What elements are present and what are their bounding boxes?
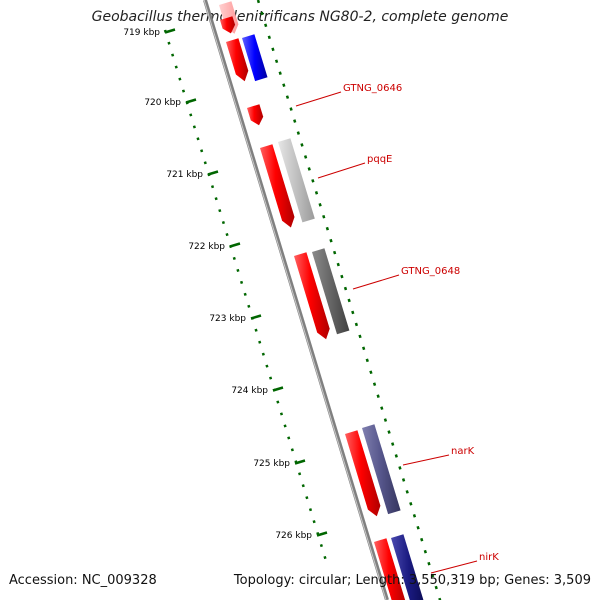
gene-label-nark[interactable]: narK [451,446,475,457]
gene-label-gtng_0648[interactable]: GTNG_0648 [401,266,460,277]
outer-track-dash [369,370,373,375]
ruler-tick-2 [207,170,219,176]
ruler-tick-label: 721 kbp [166,170,203,180]
ruler-tick-label: 719 kbp [123,28,160,38]
ruler-tick-label: 722 kbp [188,242,225,252]
genome-backbone-highlight [203,0,387,600]
outer-track-dash [354,322,359,327]
gene-arrow [247,104,264,126]
outer-track-dash [282,83,286,87]
outer-track-dash [362,346,366,351]
outer-track-dash [412,513,417,518]
ruler-tick-label: 726 kbp [275,531,312,541]
outer-track-dash [434,585,438,590]
ruler-tick-6 [294,459,306,465]
outer-track-dash [318,202,322,207]
outer-track-dash [256,0,261,4]
outer-track-dash [311,179,315,183]
ruler-tick-7 [316,531,328,537]
gene-arrow-GTNG_0648 [294,252,330,340]
ruler-tick-1 [185,98,197,104]
outer-track-dash [303,155,308,159]
outer-track-dash [416,525,420,530]
outer-track-dash [325,226,330,231]
outer-track-dash [267,35,271,40]
outer-track-dash [333,250,337,255]
ruler-tick-label: 724 kbp [231,386,268,396]
ruler-tick-label: 725 kbp [253,459,290,469]
gene-label-pqqe[interactable]: pqqE [367,154,392,165]
outer-track-dash [398,466,402,470]
outer-track-dash [307,167,311,171]
outer-track-dash [329,238,333,243]
feature-box-darkgray [312,248,350,335]
gene-label-gtng_0646[interactable]: GTNG_0646 [343,83,402,94]
outer-track-dash [285,95,290,99]
gene-arrow-pqqE [260,144,295,228]
map-title: Geobacillus thermodenitrificans NG80-2, … [91,9,509,25]
outer-track-dash [343,286,348,291]
outer-track-dash [423,549,427,554]
genome-backbone [203,0,389,600]
outer-track-dash [383,418,388,422]
gene-label-leader [402,454,450,466]
outer-track-dash [358,334,362,339]
outer-track-dash [387,430,391,434]
ruler-tick-label: 720 kbp [144,98,181,108]
outer-track-dash [296,131,300,135]
feature-box-slate [362,424,401,515]
ruler-tick-3 [229,242,241,248]
outer-track-dash [278,71,282,76]
gene-label-leader [317,162,366,179]
outer-track-dash [394,454,398,458]
outer-track-dash [365,358,369,363]
outer-track-dash [260,11,264,16]
genome-summary-label: Topology: circular; Length: 3,550,319 bp… [233,573,591,588]
outer-track-dash [347,298,351,303]
outer-track-dash [372,382,377,387]
outer-track-dash [351,310,355,315]
outer-track-dash [391,442,395,446]
ruler-tick-5 [272,386,284,392]
outer-track-dash [405,490,409,494]
outer-track-dash [314,191,319,195]
outer-track-dash [300,143,304,147]
outer-track-dash [376,394,380,398]
outer-track-dash [264,23,268,28]
feature-box-blue [242,34,268,82]
gene-arrow [220,16,236,34]
accession-label: Accession: NC_009328 [9,573,157,588]
outer-track-dash [274,59,279,64]
outer-track-dash [271,47,275,52]
outer-track-dash [427,561,431,566]
outer-track-dash [336,262,340,267]
ruler-tick-label: 723 kbp [209,314,246,324]
gene-arrow-GTNG_0646 [226,38,249,82]
feature-box-lightgray [278,138,315,223]
gene-label-leader [295,91,342,107]
feature-box-navy [391,534,424,600]
outer-track-dash [409,502,413,506]
outer-track-dash [322,214,326,219]
outer-track-dash [420,537,424,542]
ruler-tick-4 [250,314,262,320]
gene-label-leader [352,274,400,290]
gene-label-nirk[interactable]: nirK [479,552,499,563]
outer-track-dash [289,107,293,111]
outer-track-dash [293,119,297,123]
gene-arrow-narK [345,430,381,517]
gene-arrow-nirK [374,538,406,600]
outer-track-dash [380,406,384,410]
outer-track-dash [430,573,435,578]
outer-track-dash [340,274,344,279]
ruler-tick-0 [164,28,176,34]
gene-label-leader [430,560,478,574]
outer-track-dash [401,478,406,482]
